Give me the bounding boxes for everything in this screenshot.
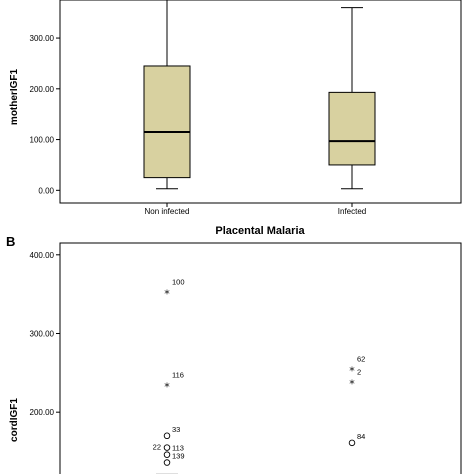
panel-b-y-tick-label: 400.00 bbox=[30, 251, 55, 260]
outlier-circle-marker bbox=[348, 439, 356, 447]
outlier-circle-marker bbox=[163, 444, 171, 451]
box-iqr bbox=[143, 65, 191, 179]
panel-a-chart: motherIGF1 Placental Malaria 0.00 100.00 2… bbox=[9, 0, 462, 237]
panel-b-plot-frame bbox=[59, 242, 462, 474]
panel-b-y-axis-label: cordIGF1 bbox=[9, 398, 20, 442]
panel-a-y-tick-label: 100.00 bbox=[30, 136, 55, 145]
panel-a-categories: Non infected Infected bbox=[145, 203, 366, 216]
outlier-label: 2 bbox=[357, 367, 361, 376]
x-category-label: Non infected bbox=[145, 207, 190, 216]
outlier-circle-marker bbox=[163, 459, 171, 466]
outlier-label: 113 bbox=[172, 444, 184, 453]
outlier-label: 100 bbox=[172, 278, 185, 287]
outlier-label: 22 bbox=[153, 443, 161, 452]
panel-a-y-tick-label: 0.00 bbox=[38, 186, 54, 195]
panel-b-y-ticks: 200.00 300.00 400.00 bbox=[30, 251, 60, 417]
panel-b-y-tick-label: 300.00 bbox=[30, 329, 55, 338]
outlier-label: 33 bbox=[172, 425, 180, 434]
panel-a-marks bbox=[143, 0, 376, 190]
panel-a-y-tick-label: 200.00 bbox=[30, 85, 55, 94]
outlier-label: 84 bbox=[357, 432, 365, 441]
panel-a-y-tick-label: 300.00 bbox=[30, 34, 55, 43]
outlier-label: 116 bbox=[172, 370, 184, 379]
outlier-circle-marker bbox=[163, 451, 171, 458]
outlier-star-marker: * bbox=[164, 380, 170, 393]
panel-a-y-axis-label: motherIGF1 bbox=[9, 69, 20, 126]
outlier-star-marker: * bbox=[349, 377, 355, 390]
outlier-label: 139 bbox=[172, 452, 185, 461]
panel-a-x-axis-title: Placental Malaria bbox=[215, 225, 305, 237]
box-iqr bbox=[328, 91, 376, 166]
outlier-circle-marker bbox=[163, 432, 171, 440]
panel-a-plot-frame bbox=[59, 0, 462, 204]
outlier-label: 62 bbox=[357, 355, 365, 364]
x-category-label: Infected bbox=[338, 207, 366, 216]
panel-a-y-ticks: 0.00 100.00 200.00 300.00 bbox=[30, 34, 60, 195]
outlier-star-marker: * bbox=[164, 288, 170, 301]
panel-b-y-tick-label: 200.00 bbox=[30, 408, 55, 417]
panel-b-letter: B bbox=[6, 234, 15, 249]
outlier-star-marker: * bbox=[349, 365, 355, 378]
